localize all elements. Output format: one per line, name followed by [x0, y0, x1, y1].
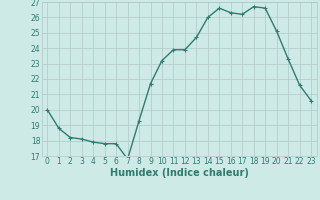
X-axis label: Humidex (Indice chaleur): Humidex (Indice chaleur)	[110, 168, 249, 178]
